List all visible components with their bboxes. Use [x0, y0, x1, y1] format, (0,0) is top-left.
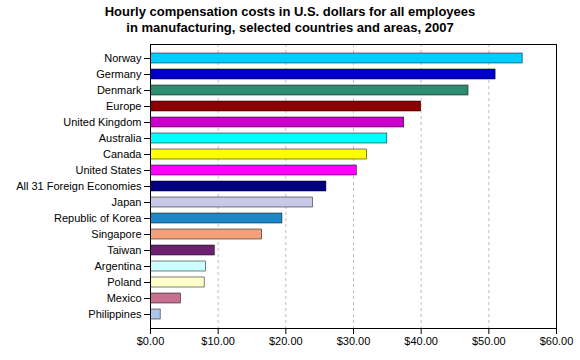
svg-text:All 31 Foreign Economies: All 31 Foreign Economies	[16, 180, 142, 192]
svg-text:$50.00: $50.00	[472, 335, 506, 347]
svg-text:$20.00: $20.00	[269, 335, 303, 347]
svg-text:$30.00: $30.00	[337, 335, 371, 347]
svg-text:Philippines: Philippines	[88, 308, 142, 320]
svg-text:Australia: Australia	[99, 132, 143, 144]
svg-text:United Kingdom: United Kingdom	[63, 116, 141, 128]
svg-text:United States: United States	[75, 164, 142, 176]
svg-text:Poland: Poland	[107, 276, 141, 288]
svg-text:$0.00: $0.00	[137, 335, 165, 347]
svg-text:Canada: Canada	[103, 148, 142, 160]
svg-text:Japan: Japan	[112, 196, 142, 208]
svg-text:Argentina: Argentina	[94, 260, 142, 272]
html-text:in manufacturing, selected cou: in manufacturing, selected countries and…	[126, 20, 454, 35]
svg-text:Taiwan: Taiwan	[107, 244, 141, 256]
svg-text:Republic of Korea: Republic of Korea	[54, 212, 142, 224]
svg-text:Singapore: Singapore	[91, 228, 141, 240]
svg-text:Germany: Germany	[96, 68, 142, 80]
svg-text:Norway: Norway	[104, 52, 142, 64]
html-text:Hourly compensation costs in U: Hourly compensation costs in U.S. dollar…	[104, 4, 476, 19]
svg-text:$10.00: $10.00	[201, 335, 235, 347]
svg-text:Europe: Europe	[106, 100, 141, 112]
svg-text:Mexico: Mexico	[107, 292, 142, 304]
svg-text:$60.00: $60.00	[540, 335, 574, 347]
svg-text:$40.00: $40.00	[404, 335, 438, 347]
svg-text:Denmark: Denmark	[97, 84, 142, 96]
